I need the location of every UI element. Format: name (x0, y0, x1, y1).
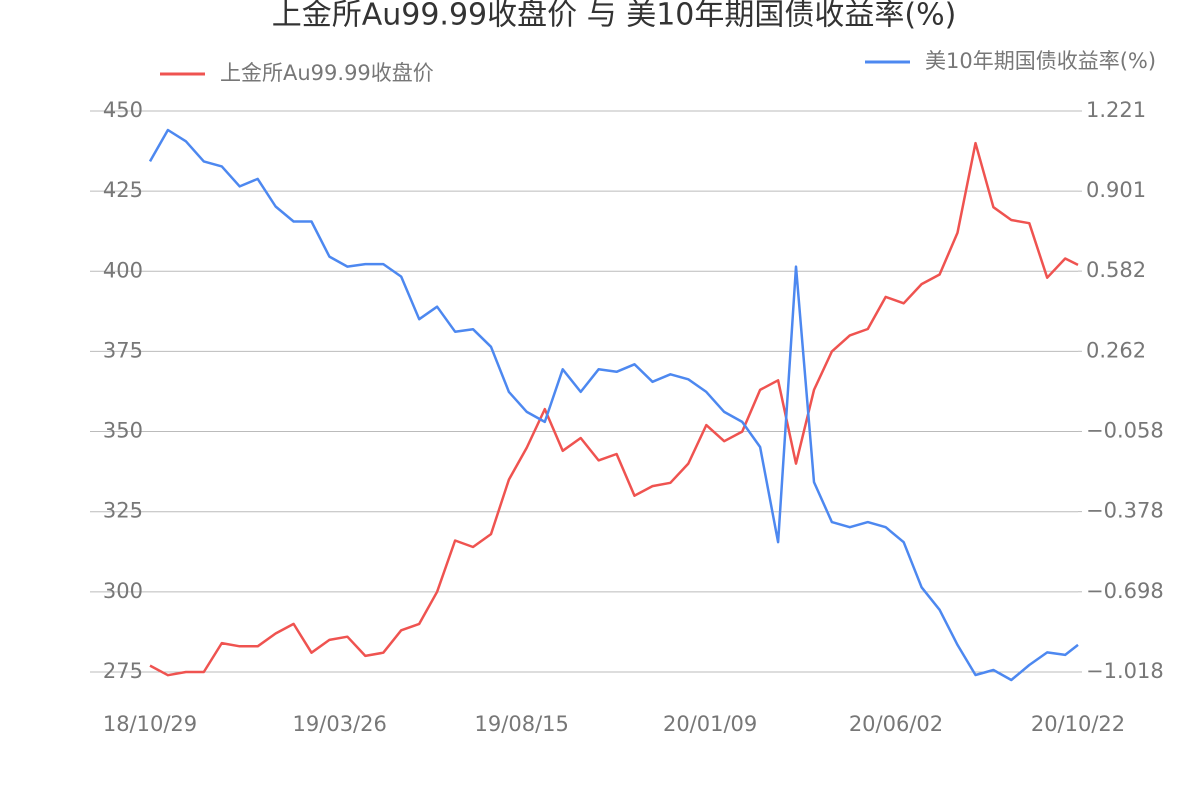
x-tick-label: 18/10/29 (103, 712, 197, 736)
legend-label: 上金所Au99.99收盘价 (220, 61, 434, 85)
y-tick-label: 350 (103, 419, 143, 443)
y2-tick-label: −0.378 (1086, 499, 1164, 523)
chart-title: 上金所Au99.99收盘价 与 美10年期国债收益率(%) (272, 0, 957, 33)
x-tick-label: 19/08/15 (475, 712, 569, 736)
y-tick-label: 300 (103, 579, 143, 603)
y-tick-label: 425 (103, 178, 143, 202)
y2-tick-label: 0.582 (1086, 258, 1146, 282)
x-tick-label: 19/03/26 (293, 712, 387, 736)
x-tick-label: 20/01/09 (663, 712, 757, 736)
x-tick-label: 20/06/02 (849, 712, 943, 736)
x-tick-label: 20/10/22 (1031, 712, 1125, 736)
y-tick-label: 450 (103, 98, 143, 122)
y-tick-label: 275 (103, 659, 143, 683)
y2-tick-label: 0.901 (1086, 178, 1146, 202)
y-tick-label: 325 (103, 499, 143, 523)
y-tick-label: 400 (103, 258, 143, 282)
legend-label: 美10年期国债收益率(%) (925, 49, 1156, 73)
y2-tick-label: 1.221 (1086, 98, 1146, 122)
y-tick-label: 375 (103, 338, 143, 362)
series-line (149, 141, 1079, 677)
y2-tick-label: −0.698 (1086, 579, 1164, 603)
y2-tick-label: −1.018 (1086, 659, 1164, 683)
series-line (148, 128, 1079, 682)
y2-tick-label: −0.058 (1086, 418, 1164, 442)
y2-tick-label: 0.262 (1086, 338, 1146, 362)
